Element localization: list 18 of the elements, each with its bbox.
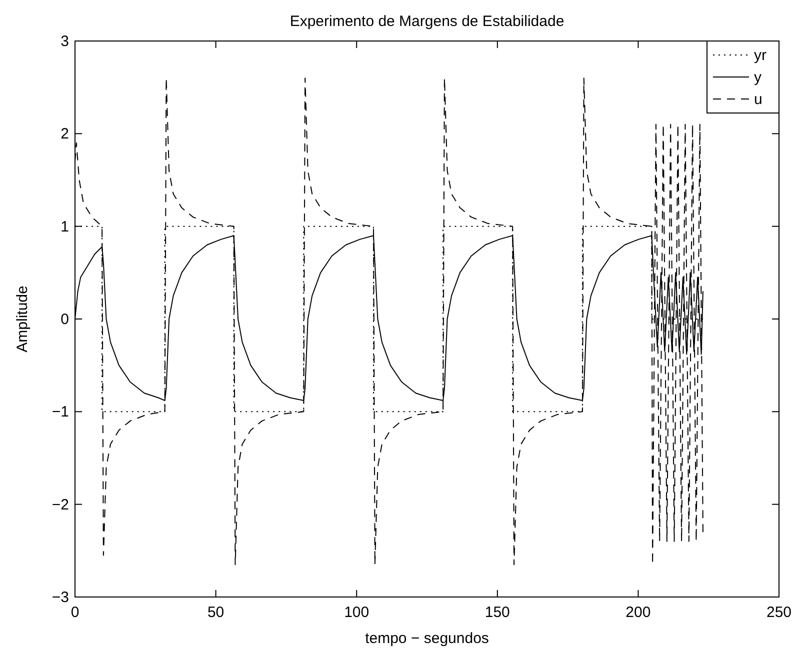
x-tick-label: 50 — [207, 604, 224, 621]
chart-title: Experimento de Margens de Estabilidade — [290, 13, 564, 30]
legend-label: u — [754, 91, 762, 108]
x-axis-title: tempo − segundos — [365, 630, 489, 647]
y-tick-label: −2 — [52, 496, 69, 514]
y-tick-label: −1 — [52, 404, 69, 421]
x-tick-label: 200 — [626, 604, 651, 621]
legend-label: y — [754, 69, 762, 86]
x-tick-label: 250 — [766, 604, 792, 621]
y-tick-label: 1 — [60, 218, 69, 236]
x-tick-label: 150 — [484, 604, 510, 621]
y-axis-title: Amplitude — [14, 286, 31, 352]
y-tick-label: 2 — [60, 126, 69, 143]
y-tick-label: 0 — [60, 311, 69, 328]
y-tick-label: −3 — [52, 589, 69, 606]
x-tick-label: 100 — [344, 604, 370, 621]
legend-label: yr — [754, 47, 766, 64]
y-tick-label: 3 — [60, 33, 69, 50]
